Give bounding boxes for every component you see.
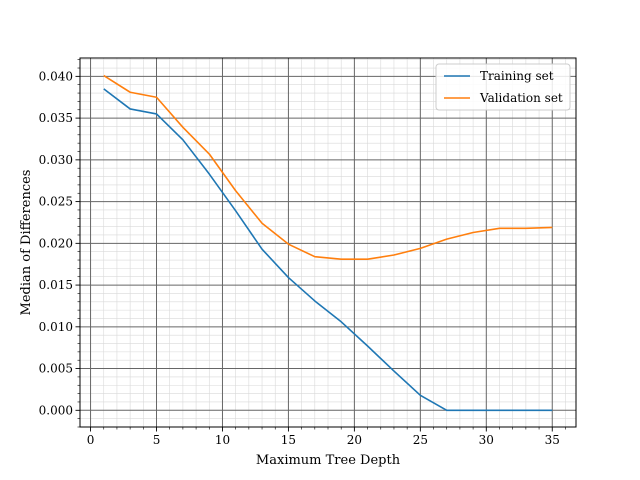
y-tick-label: 0.025 [39, 195, 73, 209]
y-axis-ticks: 0.000 0.005 0.010 0.015 0.020 0.025 0.030 0.035… [39, 59, 80, 428]
y-tick-label: 0.020 [39, 236, 73, 250]
x-tick-label: 35 [545, 433, 560, 447]
y-tick-label: 0.005 [39, 362, 73, 376]
y-tick-label: 0.040 [39, 69, 73, 83]
x-tick-label: 0 [87, 433, 95, 447]
y-tick-label: 0.015 [39, 278, 73, 292]
x-tick-label: 5 [153, 433, 161, 447]
x-axis-ticks: 0 5 10 15 20 25 30 35 [87, 427, 566, 447]
x-tick-label: 25 [413, 433, 428, 447]
minor-grid [80, 58, 576, 428]
series-line-2 [103, 74, 553, 261]
series-line-1 [103, 88, 553, 412]
legend-label-1: Training set [480, 69, 554, 83]
legend-label-2: Validation set [479, 91, 563, 105]
x-tick-label: 30 [479, 433, 494, 447]
x-tick-label: 20 [347, 433, 362, 447]
series-layer [103, 74, 553, 412]
y-tick-label: 0.000 [39, 403, 73, 417]
y-tick-label: 0.010 [39, 320, 73, 334]
x-tick-label: 10 [215, 433, 230, 447]
y-tick-label: 0.035 [39, 111, 73, 125]
legend: Training set Validation set [435, 63, 571, 111]
y-tick-label: 0.030 [39, 153, 73, 167]
x-tick-label: 15 [281, 433, 296, 447]
x-axis-label: Maximum Tree Depth [256, 453, 401, 468]
y-axis-label: Median of Differences [19, 170, 34, 316]
